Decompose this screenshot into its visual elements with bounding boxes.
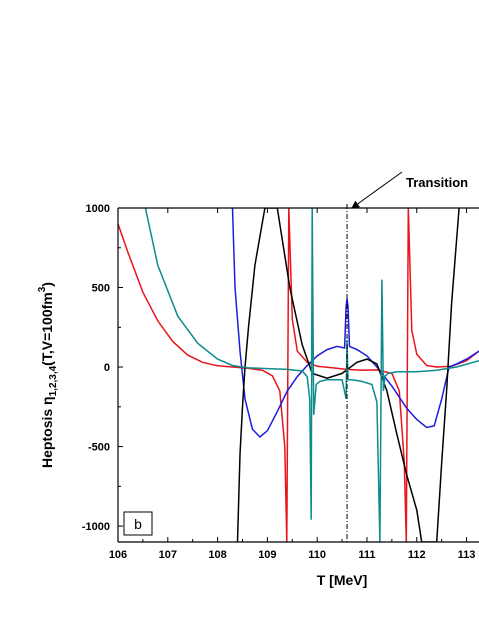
y-tick-label: -1000: [82, 521, 110, 533]
x-tick-label: 113: [458, 549, 476, 561]
y-axis-title-subscript: 1,2,3,4: [48, 365, 59, 396]
x-tick-label: 109: [258, 549, 276, 561]
x-tick-label: 112: [408, 549, 426, 561]
panel-label-box: b: [123, 511, 153, 536]
panel-label: b: [134, 516, 142, 532]
x-tick-label: 106: [109, 549, 127, 561]
series-line-3: [236, 208, 460, 542]
x-tick-label: 111: [358, 549, 375, 561]
transition-label: Transition: [406, 175, 468, 190]
x-tick-label: 108: [208, 549, 226, 561]
y-axis-title-main: Heptosis η: [39, 396, 55, 468]
y-axis-title-superscript: 3: [37, 286, 48, 292]
y-tick-label: 500: [92, 283, 110, 295]
series-layer: [118, 208, 479, 542]
y-tick-label: 1000: [86, 203, 110, 215]
x-axis-ticks: 106 107 108 109 110 111 112 113: [109, 208, 476, 561]
x-axis-title: T [MeV]: [317, 572, 368, 588]
x-tick-label: 107: [159, 549, 177, 561]
series-line-2: [231, 208, 479, 439]
transition-arrow: [351, 171, 403, 209]
series-line-4: [144, 208, 479, 542]
y-axis-title-close: ): [39, 282, 55, 287]
y-axis-ticks: 1000 500 0 -500 -1000: [82, 203, 123, 533]
y-tick-label: 0: [104, 362, 110, 374]
y-tick-label: -500: [88, 442, 110, 454]
y-axis-title-paren: (T,V=100fm: [39, 292, 55, 366]
x-tick-label: 110: [308, 549, 326, 561]
series-line-1: [118, 208, 479, 542]
transition-annotation: Transition: [351, 171, 468, 209]
y-axis-title: Heptosis η1,2,3,4(T,V=100fm3): [37, 282, 59, 468]
